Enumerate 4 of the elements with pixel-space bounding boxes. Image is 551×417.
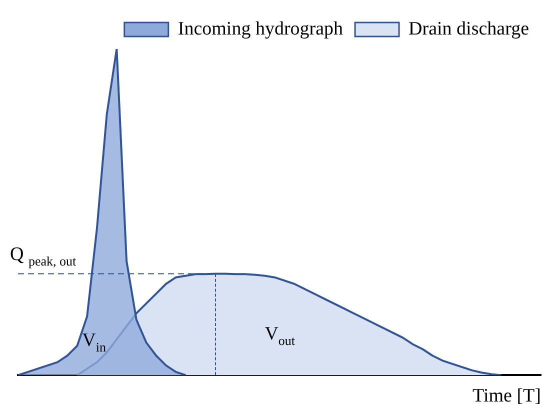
legend-label: Incoming hydrograph bbox=[178, 18, 344, 40]
x-axis-title: Time [T] bbox=[472, 386, 541, 407]
ref-line-label: Q peak, out bbox=[10, 244, 77, 268]
legend-label: Drain discharge bbox=[408, 18, 529, 40]
